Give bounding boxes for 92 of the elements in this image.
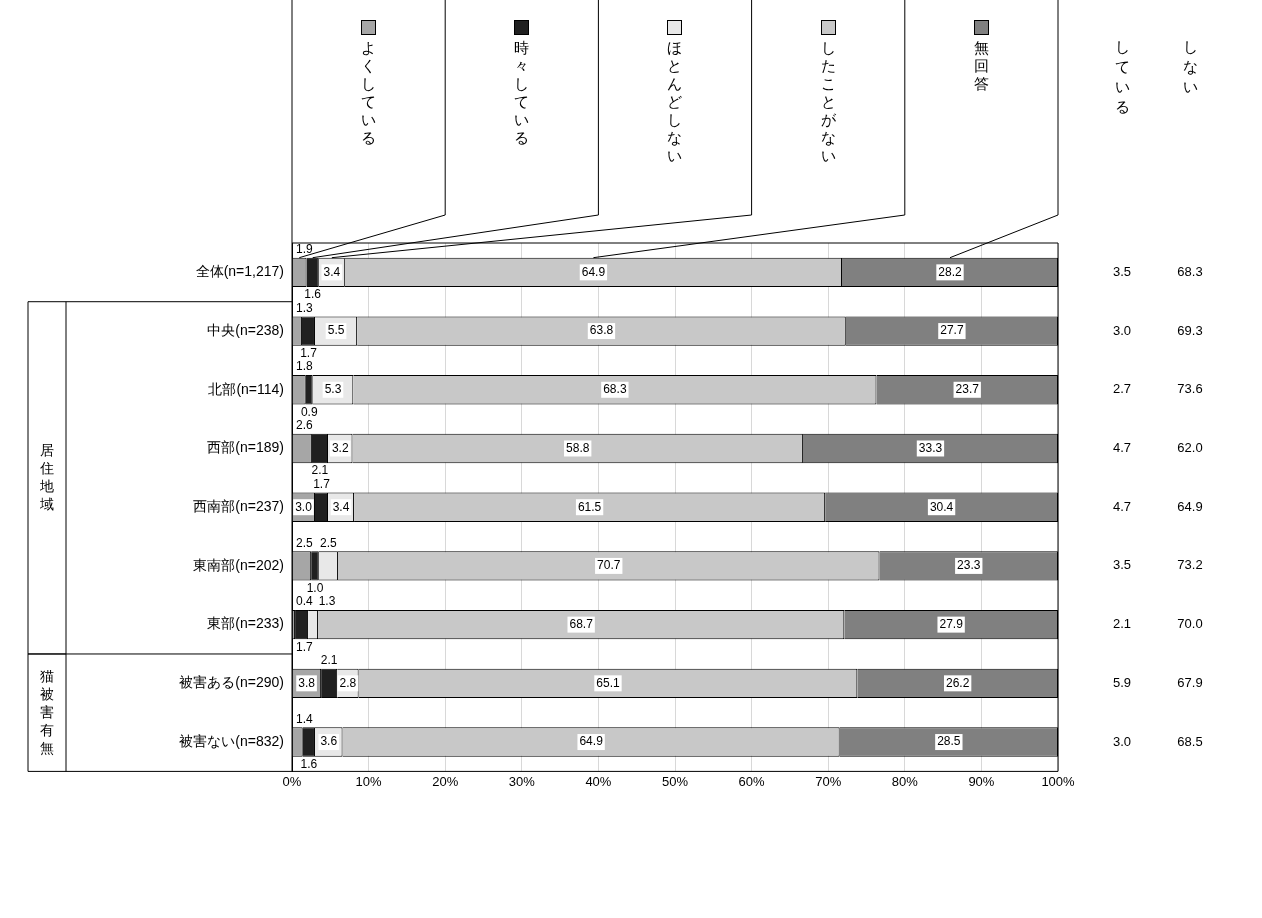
data-label: 2.6 [296, 418, 313, 433]
data-label: 5.3 [324, 382, 342, 397]
data-label: 68.7 [569, 616, 594, 631]
data-label: 0.4 [296, 594, 313, 609]
text: 64.9 [1177, 498, 1203, 514]
data-label: 3.4 [323, 264, 341, 279]
x-tick-label: 80% [891, 773, 919, 789]
text: 73.2 [1177, 557, 1203, 573]
data-label: 26.2 [945, 675, 970, 690]
data-label: 1.3 [318, 594, 336, 609]
legend-label: ほとんどしない [666, 39, 683, 165]
data-label: 3.8 [298, 675, 316, 690]
x-tick-label: 0% [282, 773, 302, 789]
x-tick-label: 50% [661, 773, 689, 789]
x-tick-label: 100% [1041, 773, 1076, 789]
y-tick-label: 東南部(n=202) [193, 556, 284, 573]
legend-label: よくしている [360, 39, 377, 147]
data-label: 5.5 [327, 323, 345, 338]
data-label: 33.3 [918, 440, 943, 455]
data-label: 30.4 [929, 499, 954, 514]
data-label: 23.3 [957, 558, 981, 573]
text: 69.3 [1177, 322, 1203, 338]
x-tick-label: 10% [355, 773, 383, 789]
data-label: 3.2 [331, 440, 349, 455]
text: 70.0 [1177, 616, 1203, 632]
text: 62.0 [1177, 440, 1203, 456]
data-label: 68.3 [603, 382, 627, 397]
data-label: 2.1 [311, 463, 329, 478]
y-tick-label: 被害ある(n=290) [179, 674, 284, 691]
data-label: 1.0 [306, 580, 324, 595]
data-label: 1.4 [296, 711, 313, 726]
x-tick-label: 20% [432, 773, 459, 789]
text: しない [1182, 37, 1198, 95]
text: 68.3 [1177, 263, 1203, 279]
text: 4.7 [1112, 440, 1132, 456]
data-label: 1.6 [304, 287, 322, 302]
text: している [1114, 37, 1130, 115]
text: 2.7 [1112, 381, 1132, 397]
text: 4.7 [1112, 498, 1132, 514]
data-label: 1.7 [296, 639, 313, 654]
data-label: 2.8 [339, 675, 357, 690]
data-label: 70.7 [597, 558, 621, 573]
text: 68.5 [1177, 733, 1203, 749]
data-label: 2.1 [320, 652, 338, 667]
data-label: 27.7 [940, 323, 964, 338]
data-label: 2.5 [320, 535, 338, 550]
text: 居住地域 [39, 441, 54, 512]
data-label: 27.9 [939, 616, 964, 631]
text: 3.0 [1112, 733, 1132, 749]
text: 2.1 [1112, 616, 1132, 632]
x-tick-label: 90% [968, 773, 995, 789]
data-label: 63.8 [589, 323, 614, 338]
y-tick-label: 西南部(n=237) [193, 498, 284, 515]
x-tick-label: 30% [508, 773, 536, 789]
y-tick-label: 西部(n=189) [207, 439, 284, 456]
y-tick-label: 北部(n=114) [208, 380, 284, 397]
data-label: 28.5 [937, 734, 961, 749]
y-tick-label: 東部(n=233) [207, 615, 284, 632]
y-tick-label: 被害ない(n=832) [179, 732, 284, 749]
data-label: 1.7 [313, 476, 331, 491]
text: 67.9 [1177, 674, 1203, 690]
data-label: 28.2 [938, 264, 962, 279]
text: 猫被害有無 [40, 667, 54, 756]
data-label: 23.7 [955, 382, 980, 397]
data-label: 64.9 [579, 734, 604, 749]
y-tick-label: 全体(n=1,217) [195, 263, 284, 280]
data-label: 1.9 [296, 241, 313, 256]
data-label: 1.8 [296, 359, 313, 374]
legend-label: 無回答 [973, 39, 990, 93]
data-label: 3.4 [332, 499, 350, 514]
data-label: 64.9 [581, 264, 606, 279]
legend-label: したことがない [820, 39, 837, 165]
data-label: 2.5 [296, 535, 313, 550]
text: 3.5 [1112, 557, 1132, 573]
data-label: 61.5 [577, 499, 602, 514]
data-label: 1.7 [300, 346, 318, 361]
legend-label: 時々している [513, 39, 530, 147]
data-label: 65.1 [596, 675, 620, 690]
data-label: 0.9 [300, 404, 318, 419]
y-tick-label: 中央(n=238) [207, 321, 284, 338]
text: 73.6 [1177, 381, 1203, 397]
data-label: 1.6 [300, 757, 318, 772]
text: 3.5 [1112, 263, 1132, 279]
text: 5.9 [1112, 674, 1132, 690]
data-label: 3.0 [295, 499, 313, 514]
data-label: 3.6 [320, 734, 338, 749]
data-label: 1.3 [296, 300, 313, 315]
text: 3.0 [1112, 322, 1132, 338]
x-tick-label: 60% [738, 773, 766, 789]
data-label: 58.8 [566, 440, 590, 455]
x-tick-label: 40% [585, 773, 612, 789]
x-tick-label: 70% [815, 773, 842, 789]
